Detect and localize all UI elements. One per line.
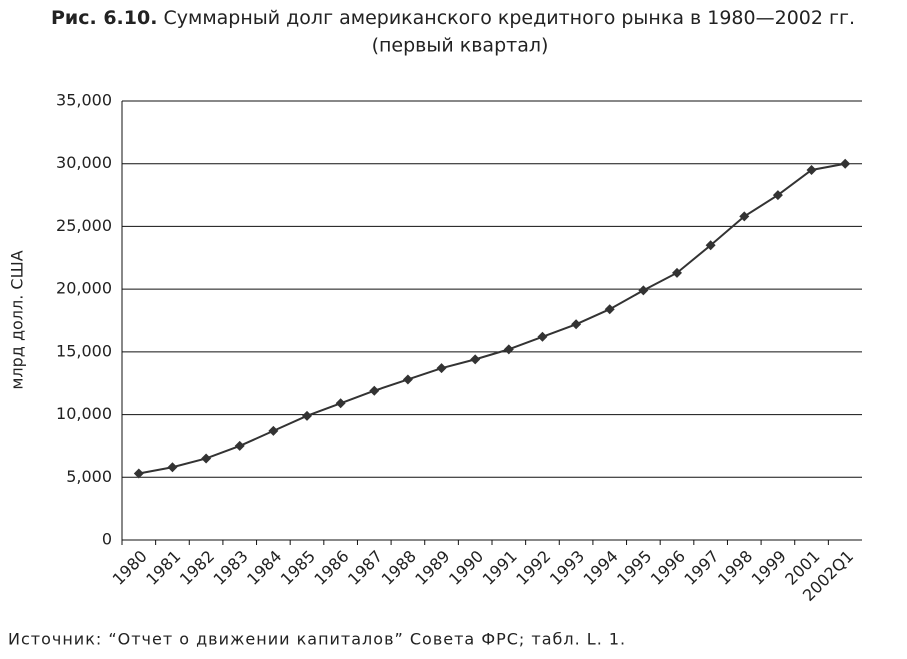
point-marker: [470, 354, 481, 365]
x-tick-label: 1995: [613, 547, 655, 589]
point-marker: [234, 440, 245, 451]
x-tick-label: 1999: [748, 547, 790, 589]
x-tick-label: 1996: [647, 547, 689, 589]
series-line: [138, 162, 846, 475]
point-marker: [537, 331, 548, 342]
point-marker: [806, 164, 817, 175]
point-marker: [638, 285, 649, 296]
x-tick-label: 1990: [445, 547, 487, 589]
point-marker: [268, 425, 279, 436]
point-marker: [302, 410, 312, 421]
point-marker: [335, 398, 346, 409]
x-tick-label: 1997: [680, 547, 722, 589]
point-marker: [772, 190, 783, 201]
source-note: Источник: “Отчет о движении капиталов” С…: [8, 630, 626, 649]
x-tick-label: 1993: [546, 547, 588, 589]
y-tick-label: 0: [102, 530, 112, 549]
point-marker: [739, 211, 750, 222]
x-tick-label: 1986: [310, 547, 352, 589]
point-marker: [436, 363, 447, 374]
x-tick-label: 1989: [411, 547, 453, 589]
x-tick-label: 1998: [714, 547, 756, 589]
figure-label: Рис. 6.10.: [51, 7, 157, 29]
y-tick-label: 15,000: [56, 341, 112, 360]
y-tick-label: 25,000: [56, 216, 112, 235]
point-marker: [133, 468, 144, 479]
y-tick-label: 5,000: [66, 467, 112, 486]
point-marker: [369, 385, 380, 396]
x-tick-label: 1987: [344, 547, 386, 589]
x-tick-label: 1994: [580, 547, 622, 589]
point-marker: [705, 240, 716, 251]
chart-subtitle: (первый квартал): [372, 35, 549, 57]
point-marker: [503, 344, 514, 355]
point-marker: [672, 267, 682, 278]
chart-title-line: Рис. 6.10. Суммарный долг американского …: [51, 7, 855, 29]
point-marker: [167, 462, 178, 473]
x-tick-label: 1985: [277, 547, 319, 589]
x-tick-label: 1992: [512, 547, 554, 589]
x-tick-label: 1981: [142, 547, 184, 589]
chart-title: Суммарный долг американского кредитного …: [163, 7, 855, 29]
y-tick-label: 35,000: [56, 91, 112, 110]
point-marker: [201, 453, 212, 464]
x-tick-label: 1991: [479, 547, 521, 589]
y-axis-label: млрд долл. США: [8, 250, 27, 389]
x-tick-label: 1983: [210, 547, 252, 589]
point-marker: [604, 304, 615, 315]
y-tick-label: 20,000: [56, 279, 112, 298]
y-tick-label: 10,000: [56, 404, 112, 423]
point-marker: [402, 374, 413, 385]
x-tick-label: 1982: [176, 547, 218, 589]
x-tick-label: 1980: [109, 547, 151, 589]
point-marker: [571, 319, 582, 330]
x-tick-label: 1984: [243, 547, 285, 589]
x-tick-label: 1988: [378, 547, 420, 589]
point-marker: [840, 158, 851, 169]
y-tick-label: 30,000: [56, 153, 112, 172]
